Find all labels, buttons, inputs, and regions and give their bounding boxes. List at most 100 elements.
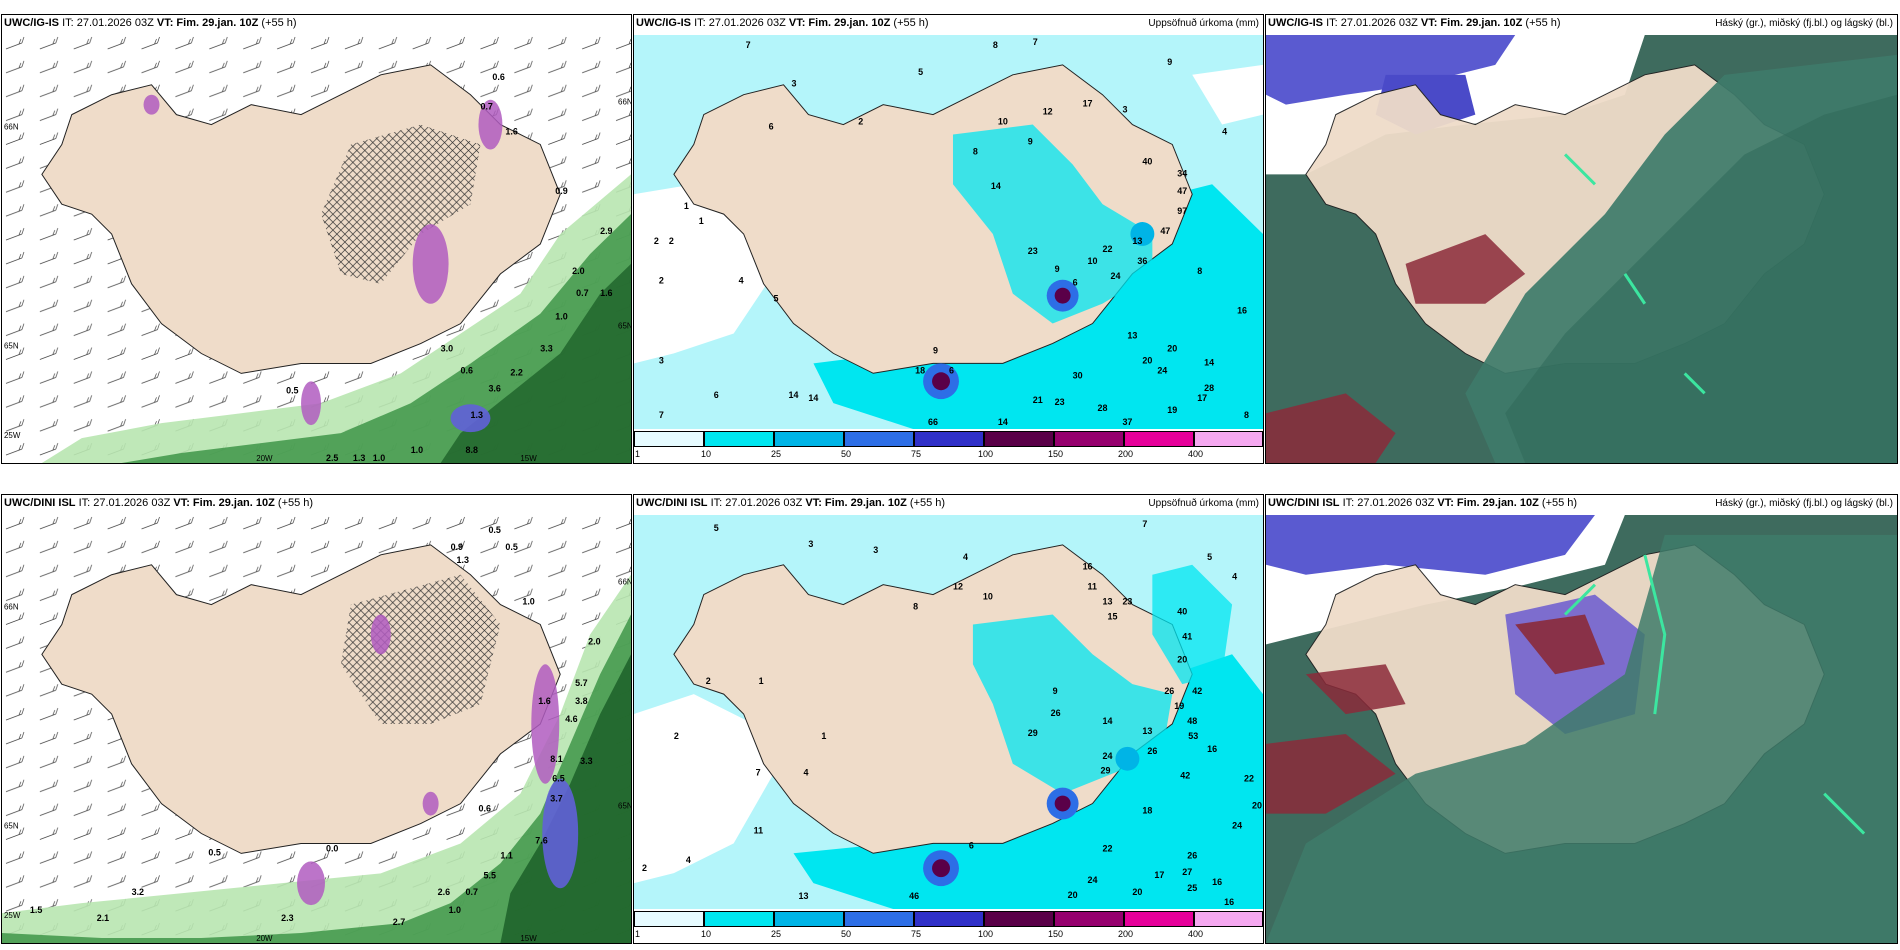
precip-value: 1.6 xyxy=(538,696,550,706)
precip-value: 20 xyxy=(1177,654,1187,664)
axis-label: 20W xyxy=(256,454,273,463)
cloud-cover-map xyxy=(1266,35,1897,463)
precip-value: 7 xyxy=(1142,519,1147,529)
colorbar-seg xyxy=(1124,431,1194,447)
precip-value: 4 xyxy=(739,276,744,286)
precip-value: 18 xyxy=(1142,805,1152,815)
precip-value: 4 xyxy=(686,855,691,865)
colorbar-tick: 1 xyxy=(635,449,641,459)
lead-time: (+55 h) xyxy=(261,17,297,29)
precip-value: 42 xyxy=(1180,771,1190,781)
precip-value: 24 xyxy=(1157,365,1167,375)
precip-value: 2.5 xyxy=(326,453,338,463)
precip-value: 16 xyxy=(1083,562,1093,572)
precip-value: 8 xyxy=(1197,266,1202,276)
precip-value: 2 xyxy=(858,117,863,127)
precip-value: 3.3 xyxy=(580,756,592,766)
precip-value: 12 xyxy=(1043,107,1053,117)
precip-value: 2.7 xyxy=(393,917,405,927)
precip-value: 0.5 xyxy=(488,525,500,535)
precip-value: 48 xyxy=(1187,716,1197,726)
colorbar-seg xyxy=(774,431,844,447)
colorbar-tick: 400 xyxy=(1188,929,1204,939)
model-name: UWC/DINI ISL xyxy=(636,497,708,509)
colorbar-tick: 150 xyxy=(1048,929,1064,939)
precip-purple-cell xyxy=(422,791,439,816)
axis-label: 65N xyxy=(4,822,19,831)
panel-header: UWC/IG-IS IT: 27.01.2026 03Z VT: Fim. 29… xyxy=(636,17,929,29)
valid-label: VT: xyxy=(1420,17,1438,29)
colorbar-seg xyxy=(914,911,984,927)
precip-value: 14 xyxy=(991,181,1001,191)
precip-value: 1.6 xyxy=(505,127,517,137)
precip-value: 1.0 xyxy=(555,312,567,322)
ocean-precip-green xyxy=(2,574,631,943)
precip-value: 17 xyxy=(1083,99,1093,109)
valid-label: VT: xyxy=(805,497,822,509)
panel-header: UWC/DINI ISL IT: 27.01.2026 03Z VT: Fim.… xyxy=(1268,497,1577,509)
precip-value: 1.3 xyxy=(353,453,365,463)
cloud-low-red xyxy=(1266,733,1396,814)
precip-value: 37 xyxy=(1122,417,1132,427)
map-svg: 5 3 3 7 4 5 4 12 10 8 16 11 13 15 23 40 … xyxy=(634,515,1263,909)
precip-value: 8.1 xyxy=(550,754,562,764)
precip-value: 19 xyxy=(1167,405,1177,415)
precip-value: 5 xyxy=(918,67,923,77)
precip-max-cell xyxy=(1130,222,1155,246)
precip-value: 4 xyxy=(963,552,968,562)
precip-value: 8 xyxy=(993,40,998,50)
precip-value: 0.7 xyxy=(480,102,492,112)
colorbar-tick: 200 xyxy=(1118,449,1134,459)
precip-value: 5 xyxy=(774,294,779,304)
precip-value: 0.6 xyxy=(478,804,490,814)
axis-label: 65N xyxy=(618,322,631,331)
panel-wind-precip-bottom: UWC/DINI ISL IT: 27.01.2026 03Z VT: Fim.… xyxy=(1,494,632,944)
colorbar: 1 10 25 50 75 100 150 200 400 xyxy=(634,429,1263,463)
precip-value: 24 xyxy=(1232,820,1242,830)
model-name: UWC/IG-IS xyxy=(1268,17,1323,29)
axis-label: 66N xyxy=(618,578,631,587)
precip-value: 1.0 xyxy=(411,445,423,455)
precip-value: 20 xyxy=(1252,801,1262,811)
colorbar-tick: 50 xyxy=(841,449,852,459)
cloud-low-blue xyxy=(1266,35,1516,105)
precip-value: 3 xyxy=(659,355,664,365)
precip-value: 23 xyxy=(1028,246,1038,256)
precip-value: 6 xyxy=(1073,278,1078,288)
precip-value: 25 xyxy=(1187,883,1197,893)
precip-value: 3 xyxy=(1122,105,1127,115)
colorbar-seg xyxy=(914,431,984,447)
precip-value: 22 xyxy=(1103,843,1113,853)
precip-value: 5 xyxy=(714,523,719,533)
map-svg: 66N 65N 25W 20W 15W 66N 65N 0.6 0.7 1.6 … xyxy=(2,35,631,463)
cloud-edge-green xyxy=(1563,153,1706,395)
panel-header: UWC/DINI ISL IT: 27.01.2026 03Z VT: Fim.… xyxy=(4,497,313,509)
init-time: IT: 27.01.2026 03Z xyxy=(62,17,154,29)
precip-value: 3.8 xyxy=(575,696,587,706)
colorbar-tick: 25 xyxy=(771,449,782,459)
precip-value: 24 xyxy=(1103,751,1113,761)
colorbar-tick: 75 xyxy=(911,929,922,939)
valid-time: Fim. 29.jan. 10Z xyxy=(1456,497,1539,509)
precip-value: 2 xyxy=(659,276,664,286)
precip-field-cyan-land xyxy=(1152,564,1233,685)
cloud-mid-teal xyxy=(1266,534,1897,943)
colorbar-tick: 100 xyxy=(978,449,994,459)
precip-value: 47 xyxy=(1177,186,1187,196)
model-name: UWC/DINI ISL xyxy=(4,497,76,509)
precip-value: 34 xyxy=(1177,168,1187,178)
map-svg: 66N 65N 25W 20W 15W 66N 65N 0.5 0.9 0.5 … xyxy=(2,515,631,943)
colorbar-seg xyxy=(704,431,774,447)
axis-label: 15W xyxy=(520,454,537,463)
precip-value: 2.9 xyxy=(600,226,612,236)
panel-title: Uppsöfnuð úrkoma (mm) xyxy=(1148,18,1259,29)
precip-value: 0.5 xyxy=(505,542,517,552)
precip-value: 2.2 xyxy=(510,367,522,377)
valid-time: Fim. 29.jan. 10Z xyxy=(1440,17,1523,29)
precip-value: 6 xyxy=(969,840,974,850)
precip-value: 16 xyxy=(1212,877,1222,887)
precip-value: 1.6 xyxy=(600,288,612,298)
precip-value: 6 xyxy=(769,122,774,132)
precip-value: 26 xyxy=(1051,708,1061,718)
colorbar-seg xyxy=(844,911,914,927)
